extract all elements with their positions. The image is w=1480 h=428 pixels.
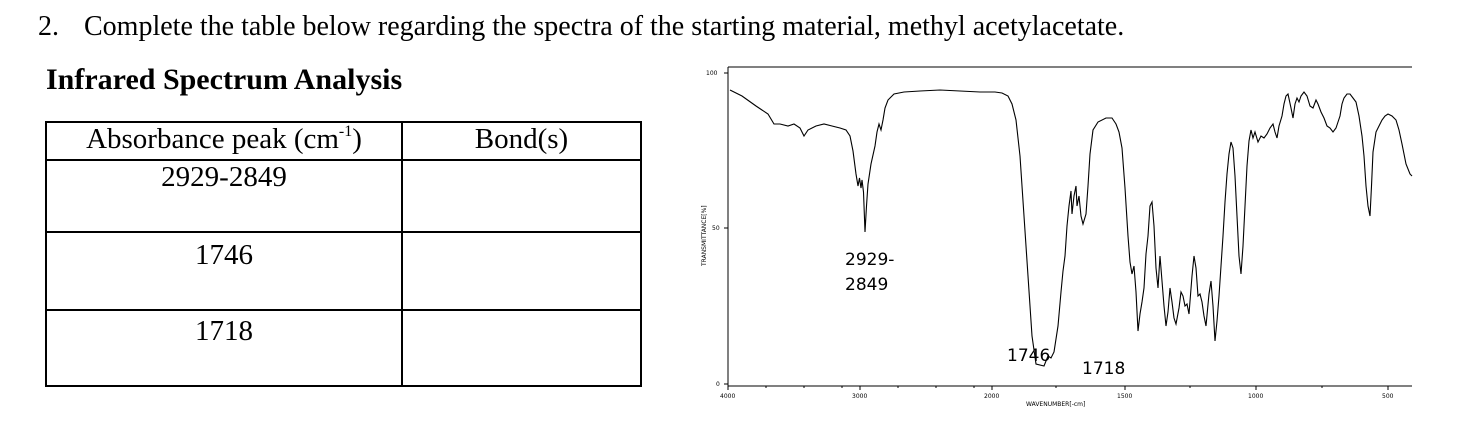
table-row: 1746 bbox=[45, 231, 642, 311]
x-tick-500: 500 bbox=[1382, 393, 1394, 400]
x-tick-1500: 1500 bbox=[1117, 393, 1132, 400]
ir-spectrum-image: 100 50 0 TRANSMITTANCE[%] 4000 3000 2000… bbox=[701, 66, 1413, 408]
table-header-row: Absorbance peak (cm-1) Bond(s) bbox=[45, 121, 642, 161]
annotation-1718: 1718 bbox=[1082, 359, 1125, 379]
header-bond: Bond(s) bbox=[401, 121, 642, 161]
x-tick-4000: 4000 bbox=[720, 393, 735, 400]
table-row: 2929-2849 bbox=[45, 159, 642, 233]
y-axis-label: TRANSMITTANCE[%] bbox=[701, 205, 708, 267]
peak-cell: 1718 bbox=[45, 309, 403, 387]
peak-cell: 2929-2849 bbox=[45, 159, 403, 233]
x-axis-label: WAVENUMBER[-cm] bbox=[1026, 401, 1085, 408]
x-tick-1000: 1000 bbox=[1248, 393, 1263, 400]
peak-cell: 1746 bbox=[45, 231, 403, 311]
annotation-2849: 2849 bbox=[845, 275, 888, 295]
annotation-1746: 1746 bbox=[1007, 346, 1050, 366]
bond-input-cell[interactable] bbox=[401, 231, 642, 311]
question-number: 2. bbox=[38, 11, 59, 42]
header-peak: Absorbance peak (cm-1) bbox=[45, 121, 403, 161]
y-tick-0: 0 bbox=[716, 381, 720, 388]
question-text: 2. Complete the table below regarding the… bbox=[38, 10, 1124, 44]
ir-analysis-table: Absorbance peak (cm-1) Bond(s) 2929-2849… bbox=[45, 121, 642, 387]
y-tick-100: 100 bbox=[706, 70, 718, 77]
y-tick-50: 50 bbox=[712, 225, 720, 232]
bond-input-cell[interactable] bbox=[401, 309, 642, 387]
spectrum-trace bbox=[729, 89, 1413, 367]
section-title: Infrared Spectrum Analysis bbox=[46, 63, 403, 96]
annotation-2929: 2929- bbox=[845, 250, 894, 270]
bond-input-cell[interactable] bbox=[401, 159, 642, 233]
x-tick-3000: 3000 bbox=[852, 393, 867, 400]
x-tick-2000: 2000 bbox=[984, 393, 999, 400]
question-prompt: Complete the table below regarding the s… bbox=[84, 11, 1125, 42]
table-row: 1718 bbox=[45, 309, 642, 387]
